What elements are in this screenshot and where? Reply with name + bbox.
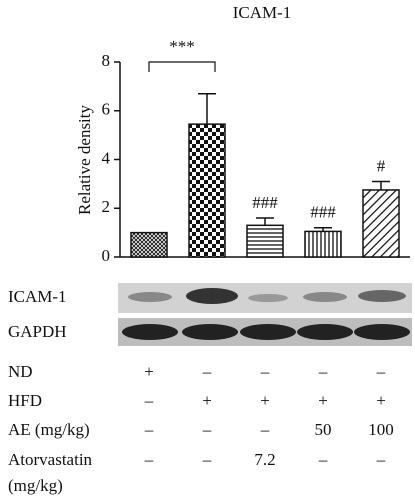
blot-band xyxy=(182,324,238,340)
bar xyxy=(304,230,342,258)
bar xyxy=(246,224,284,258)
blot-band xyxy=(358,290,406,302)
y-tick-label: 6 xyxy=(102,100,111,119)
condition-cell: – xyxy=(376,450,386,469)
row-label: HFD xyxy=(8,391,42,410)
y-tick-label: 8 xyxy=(102,51,111,70)
significance-label: ### xyxy=(310,203,336,222)
y-tick-label: 2 xyxy=(102,197,111,216)
blot-band xyxy=(297,324,353,340)
bar xyxy=(130,231,168,258)
condition-cell: – xyxy=(202,362,212,381)
error-bar xyxy=(372,180,390,190)
significance-label: # xyxy=(377,156,386,175)
y-axis-label: Relative density xyxy=(75,105,94,216)
condition-cell: 7.2 xyxy=(254,450,275,469)
condition-cell: 100 xyxy=(368,420,394,439)
condition-cell: – xyxy=(260,362,270,381)
blot-band xyxy=(303,292,347,302)
blot-label: GAPDH xyxy=(8,322,67,341)
condition-cell: + xyxy=(376,391,386,410)
blot-band xyxy=(248,294,288,302)
condition-cell: – xyxy=(376,362,386,381)
condition-cell: – xyxy=(144,391,154,410)
condition-cell: + xyxy=(202,391,212,410)
y-tick-label: 4 xyxy=(102,148,111,167)
significance-bracket xyxy=(148,61,216,72)
error-bar xyxy=(256,217,274,226)
condition-cell: + xyxy=(260,391,270,410)
blot-band xyxy=(240,324,296,340)
blot-band xyxy=(354,324,410,340)
condition-cell: 50 xyxy=(315,420,332,439)
condition-cell: – xyxy=(144,420,154,439)
chart-title: ICAM-1 xyxy=(233,3,292,22)
bar xyxy=(188,123,226,258)
condition-cell: – xyxy=(318,450,328,469)
blot-band xyxy=(122,324,178,340)
condition-cell: – xyxy=(202,450,212,469)
row-label: Atorvastatin xyxy=(8,450,93,469)
error-bar xyxy=(198,92,216,125)
row-sublabel: (mg/kg) xyxy=(8,476,63,495)
condition-cell: – xyxy=(318,362,328,381)
significance-label: ### xyxy=(252,193,278,212)
y-tick-label: 0 xyxy=(102,246,111,265)
condition-cell: – xyxy=(144,450,154,469)
row-label: ND xyxy=(8,362,33,381)
condition-cell: + xyxy=(318,391,328,410)
row-label: AE (mg/kg) xyxy=(8,420,90,439)
blot-band xyxy=(128,292,172,302)
blot-label: ICAM-1 xyxy=(8,287,67,306)
western-blot xyxy=(118,283,412,346)
error-bar xyxy=(314,227,332,232)
condition-cell: – xyxy=(202,420,212,439)
condition-cell: + xyxy=(144,362,154,381)
bracket-label: *** xyxy=(169,37,195,56)
condition-cell: – xyxy=(260,420,270,439)
blot-band xyxy=(186,288,238,304)
bar xyxy=(362,189,400,258)
